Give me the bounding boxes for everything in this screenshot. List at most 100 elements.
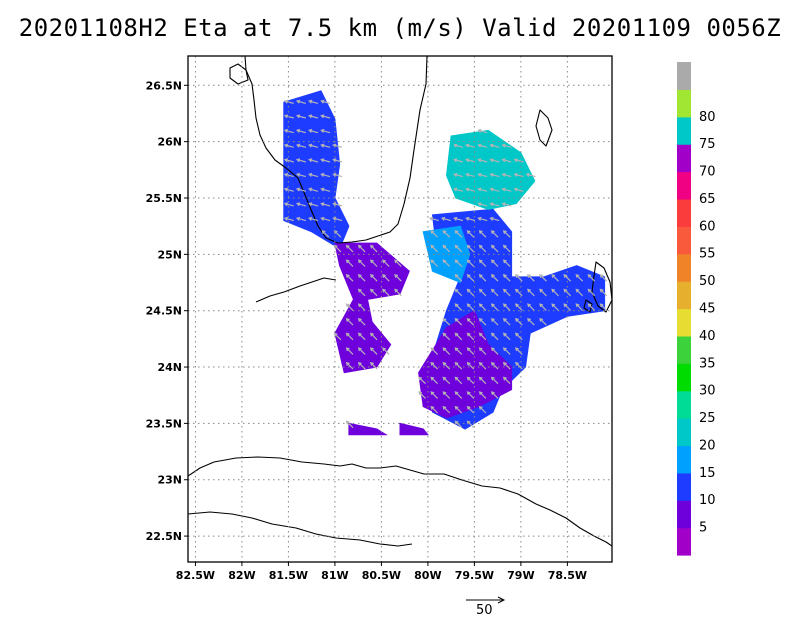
wind-vector	[454, 288, 463, 297]
wind-vector	[308, 172, 319, 178]
wind-vector	[429, 216, 439, 222]
wind-vector	[283, 114, 294, 119]
wind-vector	[478, 405, 487, 414]
wind-region-east-cyan-north	[445, 129, 536, 210]
y-tick-label: 25N	[157, 248, 182, 261]
colorbar-label: 80	[699, 110, 716, 125]
x-tick-label: 79.5W	[455, 569, 494, 582]
wind-vector	[466, 332, 475, 341]
wind-vector	[465, 143, 476, 148]
wind-vector	[490, 230, 499, 238]
colorbar-swatch	[677, 445, 691, 474]
wind-vector	[320, 172, 331, 178]
wind-vector	[332, 172, 343, 178]
wind-vector	[453, 216, 464, 222]
wind-vector	[345, 332, 354, 341]
wind-vector	[382, 347, 390, 355]
wind-vector	[514, 317, 523, 326]
wind-region-east-purple-south	[418, 309, 513, 419]
wind-vector	[489, 216, 500, 222]
colorbar-swatch	[677, 335, 691, 364]
wind-vector	[320, 143, 331, 148]
wind-vector	[295, 128, 306, 134]
colorbar-label: 45	[699, 302, 716, 317]
wind-vector	[283, 202, 294, 207]
wind-vector	[477, 158, 488, 163]
wind-vector	[490, 376, 499, 385]
wind-vector	[345, 303, 354, 311]
wind-vector	[283, 158, 294, 163]
wind-vector	[308, 143, 319, 148]
wind-vector	[466, 361, 475, 370]
colorbar-label: 20	[699, 438, 716, 453]
lake-okeechobee	[229, 63, 249, 85]
wind-vector	[466, 244, 475, 253]
wind-vector	[454, 332, 463, 341]
wind-vector	[295, 143, 306, 148]
wind-vector	[466, 273, 475, 282]
wind-vector	[283, 143, 294, 148]
wind-vector	[501, 187, 512, 192]
wind-vector	[320, 99, 331, 104]
wind-vector	[490, 332, 499, 341]
wind-vector	[563, 273, 572, 282]
wind-vector	[308, 187, 319, 192]
wind-vector	[465, 158, 476, 163]
wind-vector	[490, 259, 499, 267]
wind-vector	[489, 158, 500, 163]
wind-region-east-cyan-west	[422, 225, 471, 284]
colorbar-swatch	[677, 226, 691, 255]
wind-vector	[283, 128, 294, 134]
wind-vector	[430, 405, 439, 414]
wind-vector	[489, 143, 500, 148]
wind-vector	[513, 187, 524, 192]
wind-vector	[501, 143, 512, 148]
wind-vector	[527, 317, 535, 326]
x-tick-label: 80.5W	[362, 569, 401, 582]
wind-vector	[539, 273, 547, 282]
wind-vector	[477, 172, 488, 178]
wind-vector	[442, 347, 451, 355]
wind-vector	[453, 158, 464, 163]
wind-vector	[501, 172, 512, 178]
colorbar-swatch	[677, 500, 691, 529]
wind-vector	[478, 376, 487, 385]
wind-vector	[454, 273, 463, 282]
wind-vector	[295, 99, 306, 104]
wind-vector	[502, 361, 511, 370]
wind-vector	[320, 114, 331, 119]
wind-vector	[466, 391, 475, 399]
wind-vector	[525, 172, 536, 178]
wind-vector	[551, 288, 559, 297]
y-tick-label: 23.5N	[146, 417, 182, 430]
wind-vector	[369, 347, 378, 355]
colorbar: 5 10 15 20 25 30 35 40 45 50 55 60 65 70 75 80	[677, 62, 716, 556]
wind-vector	[357, 244, 366, 253]
wind-vector	[502, 273, 511, 282]
wind-vector	[454, 420, 463, 429]
wind-vector	[369, 273, 378, 282]
wind-vector	[430, 244, 439, 253]
wind-vector	[345, 244, 354, 253]
wind-vector	[442, 244, 451, 253]
wind-region-southern-patch	[399, 422, 429, 436]
colorbar-swatch	[677, 527, 691, 556]
wind-vector	[394, 273, 402, 282]
plot-frame	[187, 55, 613, 563]
reference-vector: 50	[466, 596, 506, 618]
wind-vector	[514, 273, 523, 282]
wind-vector	[430, 230, 439, 238]
wind-region-keys-lower-patch	[348, 422, 388, 436]
wind-vector	[490, 361, 499, 370]
colorbar-swatch	[677, 89, 691, 118]
wind-vector	[466, 288, 475, 297]
colorbar-swatch	[677, 281, 691, 310]
wind-vector	[308, 202, 319, 207]
wind-vector	[430, 391, 439, 399]
wind-vector	[477, 202, 488, 207]
wind-vector	[308, 128, 319, 134]
x-tick-label: 78.5W	[548, 569, 587, 582]
wind-vector	[465, 216, 476, 222]
wind-vector	[454, 405, 463, 414]
